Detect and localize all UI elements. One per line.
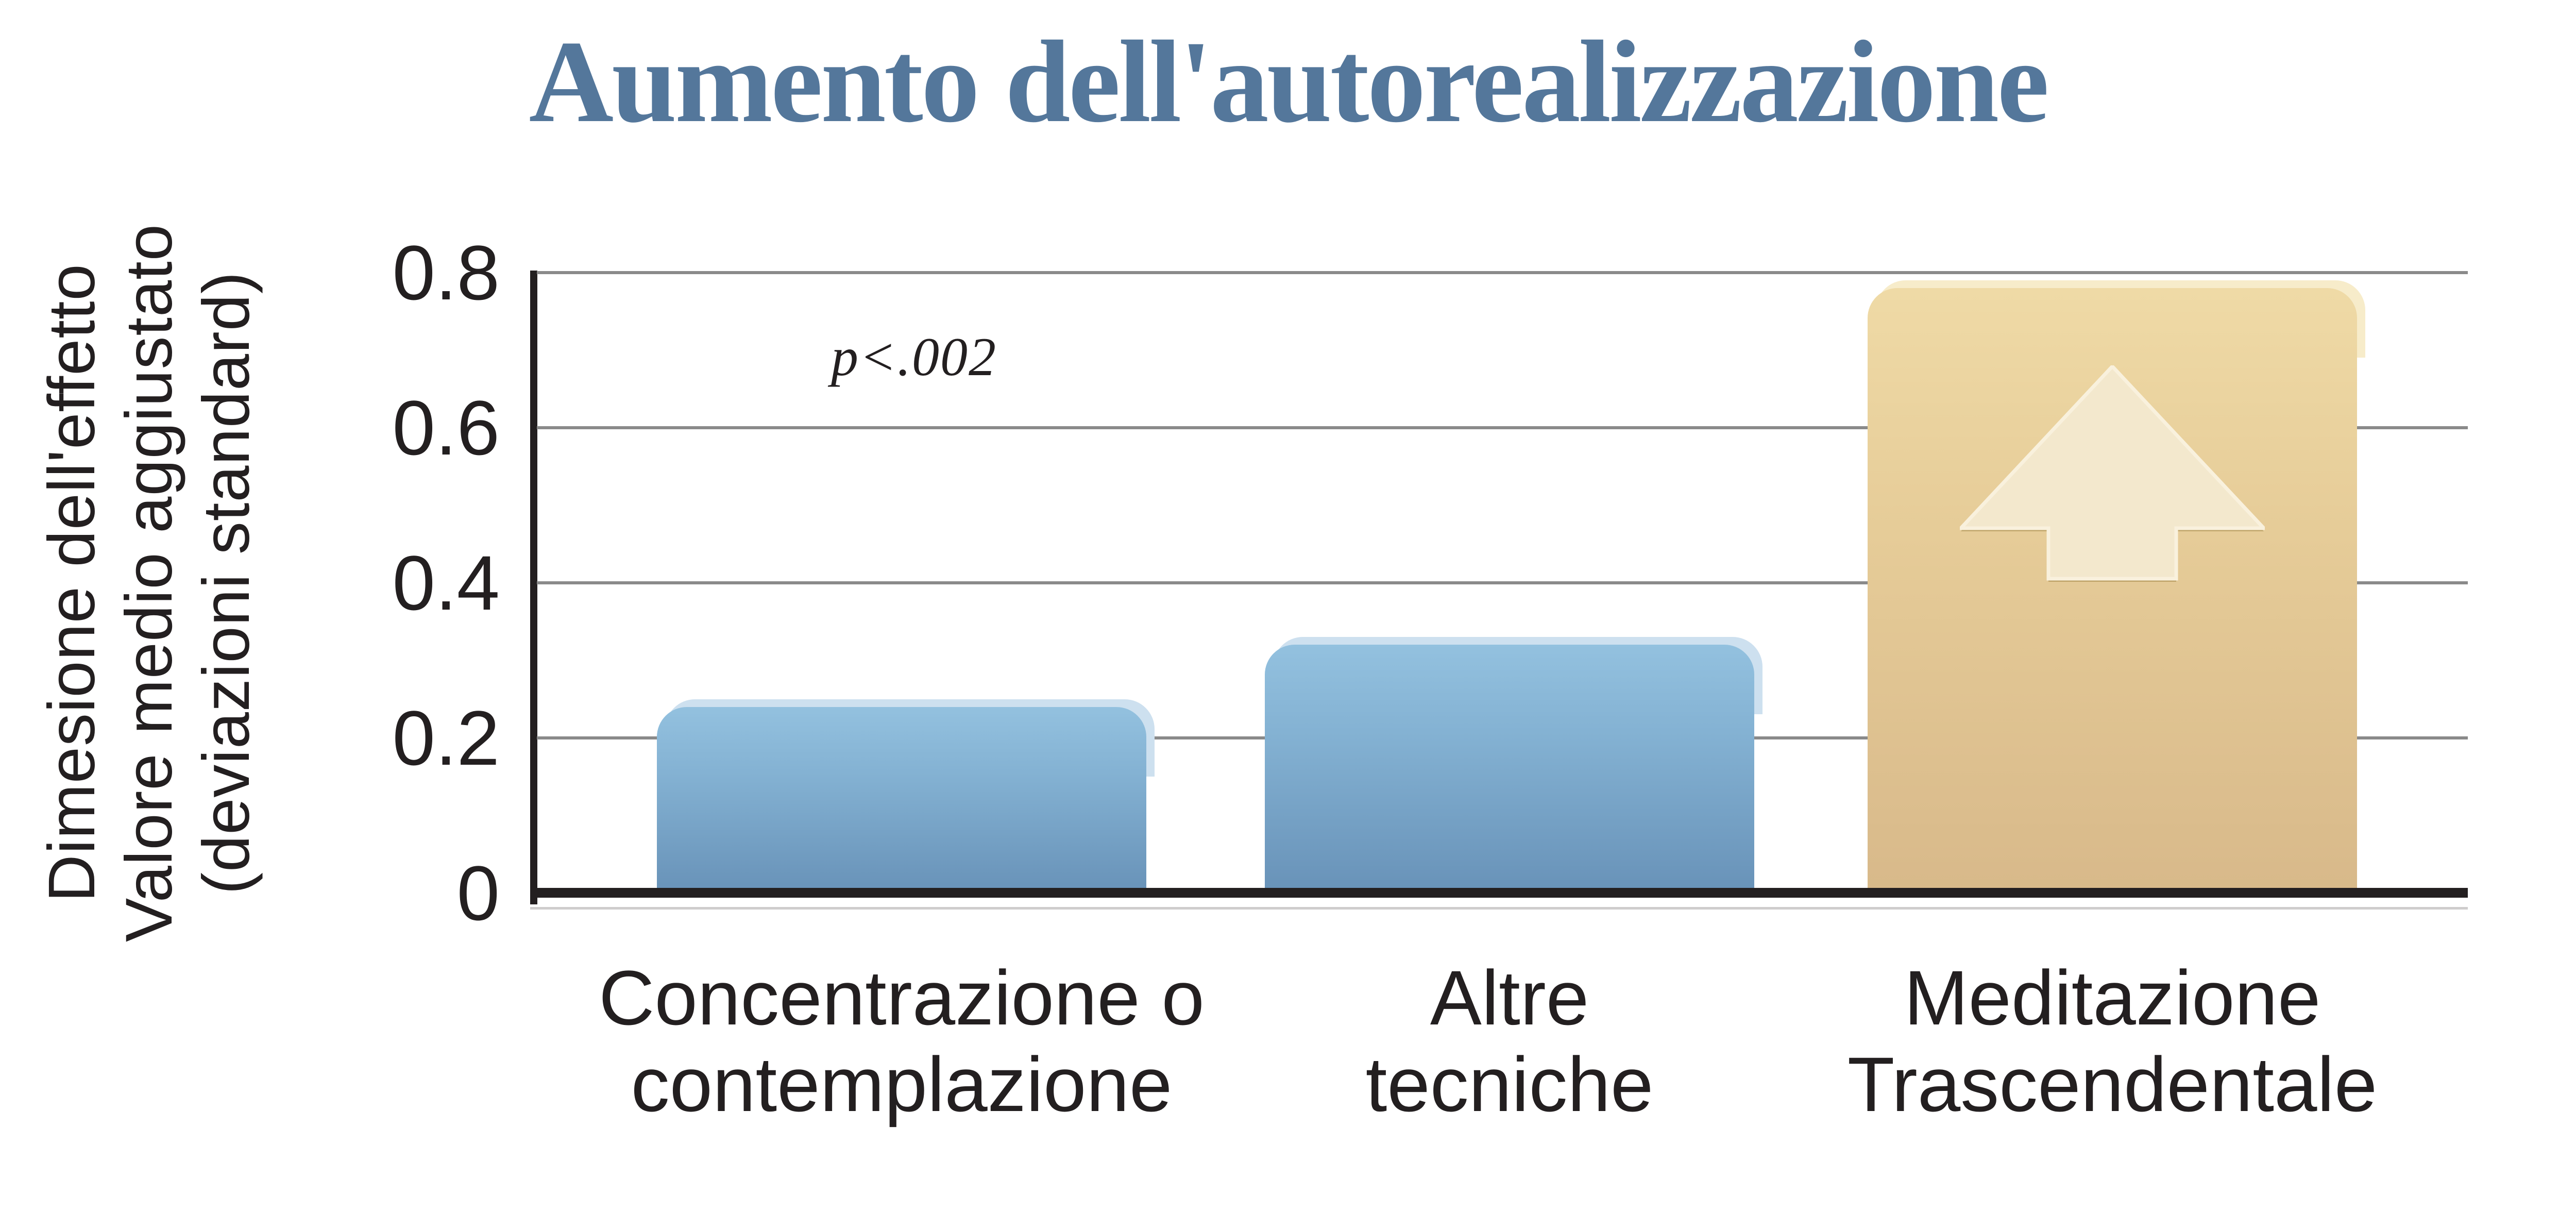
- x-axis-line: [530, 888, 2468, 898]
- gridline-0.8: [537, 271, 2468, 274]
- y-tick-label-0.2: 0.2: [392, 695, 500, 781]
- bar-concentrazione-o-contemplazione: [657, 699, 1155, 893]
- up-arrow-icon: [1960, 365, 2265, 582]
- plot-area: [530, 271, 2468, 910]
- y-tick-label-0: 0: [456, 850, 500, 936]
- bar-body: [657, 707, 1146, 893]
- gridline-0.6: [537, 426, 2468, 429]
- bar-altre-tecniche: [1265, 637, 1762, 893]
- x-axis-label-altre-tecniche: Altre tecniche: [1365, 954, 1654, 1128]
- x-axis-label-concentrazione-o-contemplazione: Concentrazione o contemplazione: [599, 954, 1205, 1128]
- y-axis-line: [530, 271, 537, 904]
- x-axis-label-meditazione-trascendentale: Meditazione Trascendentale: [1847, 954, 2378, 1128]
- bar-meditazione-trascendentale: [1868, 280, 2365, 893]
- chart-title: Aumento dell'autorealizzazione: [529, 17, 2049, 147]
- bar-body: [1265, 645, 1754, 893]
- bar-body: [1868, 288, 2357, 893]
- gridline-0.4: [537, 581, 2468, 584]
- x-axis-shadow: [530, 907, 2468, 910]
- y-tick-label-0.8: 0.8: [392, 229, 500, 316]
- y-axis-label: Dimesione dell'effetto Valore medio aggi…: [35, 224, 263, 942]
- y-tick-label-0.4: 0.4: [392, 540, 500, 626]
- y-tick-label-0.6: 0.6: [392, 384, 500, 471]
- p-value-annotation: p<.002: [831, 327, 997, 387]
